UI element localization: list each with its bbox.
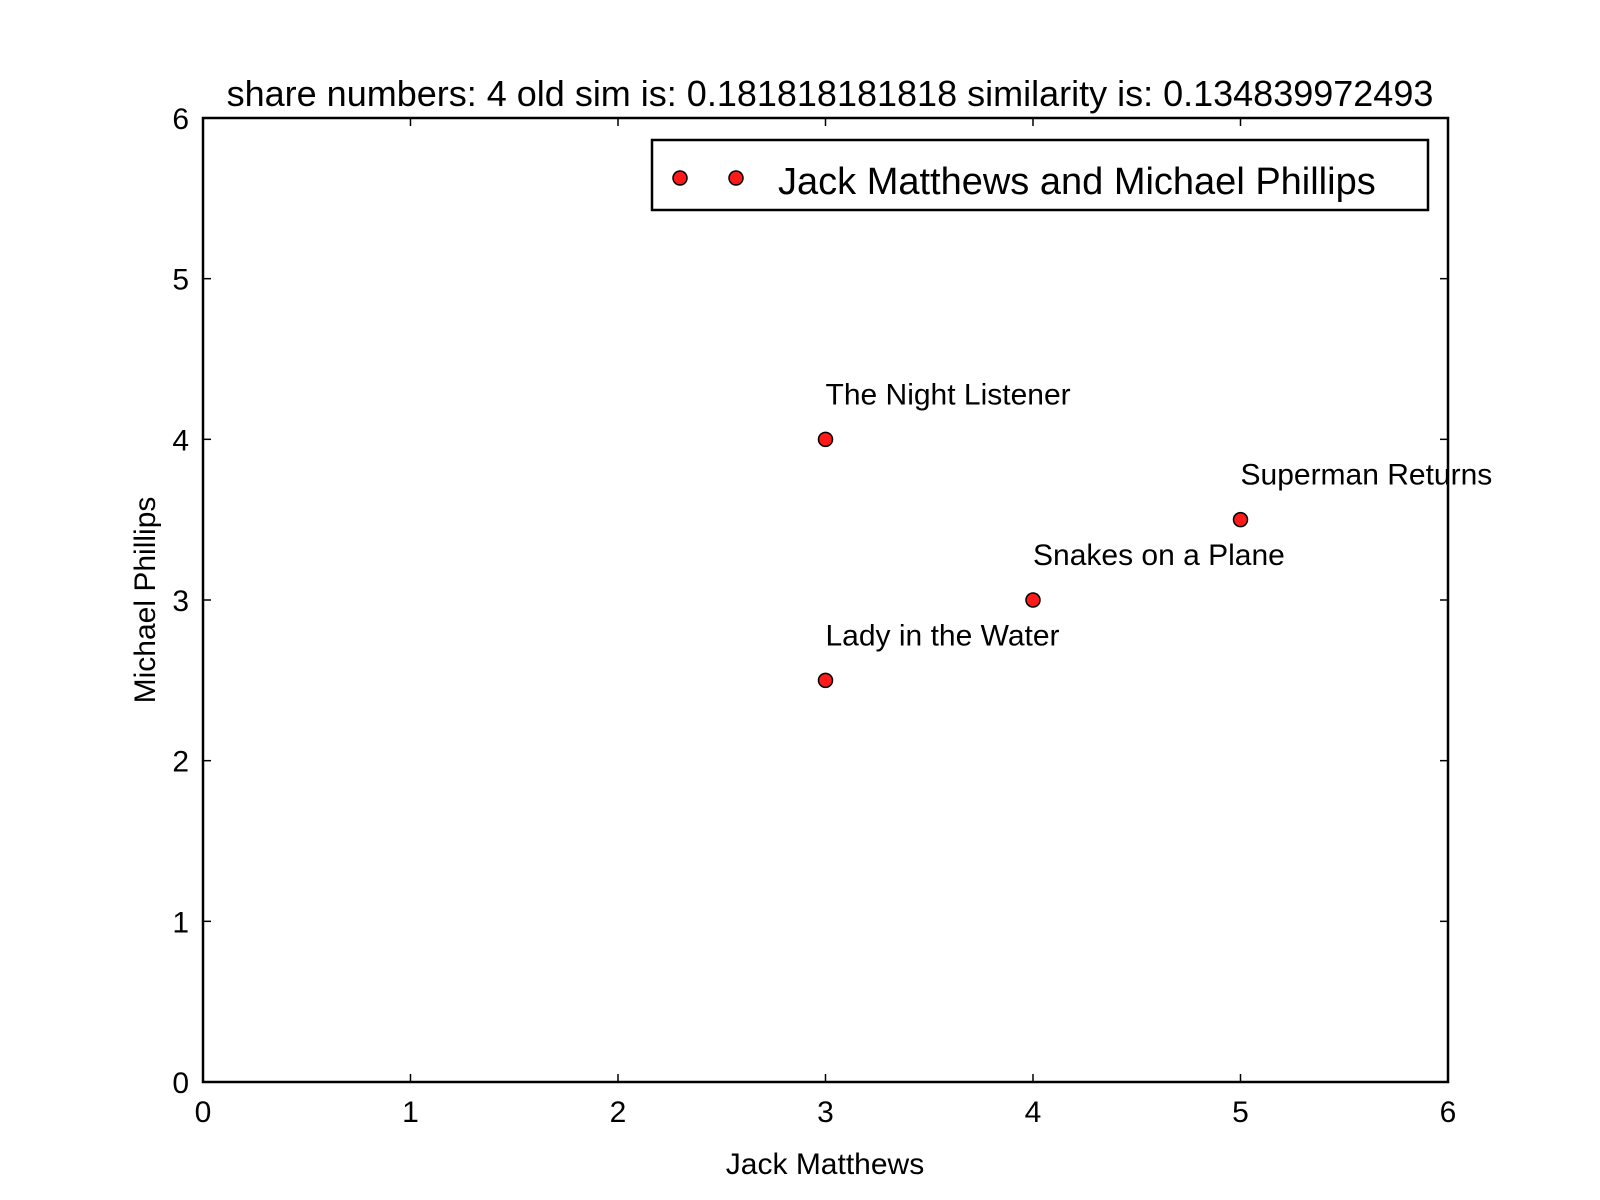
x-axis-label: Jack Matthews bbox=[726, 1148, 924, 1181]
legend-label: Jack Matthews and Michael Phillips bbox=[778, 161, 1376, 203]
data-point bbox=[817, 431, 834, 448]
data-point-label: Superman Returns bbox=[1241, 459, 1493, 492]
y-axis-ticks: 0 1 2 3 4 5 6 bbox=[172, 103, 1448, 1100]
x-tick-label: 4 bbox=[1025, 1096, 1042, 1129]
legend-marker bbox=[728, 170, 744, 186]
y-axis-label: Michael Phillips bbox=[129, 497, 162, 704]
y-tick-label: 1 bbox=[172, 906, 189, 939]
y-tick-label: 3 bbox=[172, 585, 189, 618]
x-tick-label: 1 bbox=[402, 1096, 419, 1129]
legend-marker bbox=[672, 170, 688, 186]
y-tick-label: 2 bbox=[172, 746, 189, 779]
legend-box bbox=[650, 138, 1430, 212]
x-tick-label: 3 bbox=[817, 1096, 834, 1129]
data-points: The Night Listener Superman Returns Snakes… bbox=[817, 378, 1493, 689]
y-tick-label: 5 bbox=[172, 264, 189, 297]
data-point bbox=[1232, 511, 1249, 528]
chart-title: share numbers: 4 old sim is: 0.181818181… bbox=[227, 73, 1434, 114]
y-tick-label: 0 bbox=[172, 1067, 189, 1100]
x-tick-label: 2 bbox=[610, 1096, 627, 1129]
data-point-label: Snakes on a Plane bbox=[1033, 539, 1285, 572]
x-tick-label: 5 bbox=[1232, 1096, 1249, 1129]
y-tick-label: 4 bbox=[172, 424, 189, 457]
x-tick-label: 0 bbox=[195, 1096, 212, 1129]
data-point-label: The Night Listener bbox=[826, 378, 1071, 411]
data-point bbox=[817, 672, 834, 689]
x-axis-ticks: 0 1 2 3 4 5 6 bbox=[195, 118, 1457, 1129]
x-tick-label: 6 bbox=[1440, 1096, 1457, 1129]
plot-frame bbox=[201, 116, 1450, 1084]
legend: Jack Matthews and Michael Phillips bbox=[650, 138, 1430, 212]
data-point-label: Lady in the Water bbox=[826, 619, 1060, 652]
data-point bbox=[1025, 592, 1041, 608]
y-tick-label: 6 bbox=[172, 103, 189, 136]
